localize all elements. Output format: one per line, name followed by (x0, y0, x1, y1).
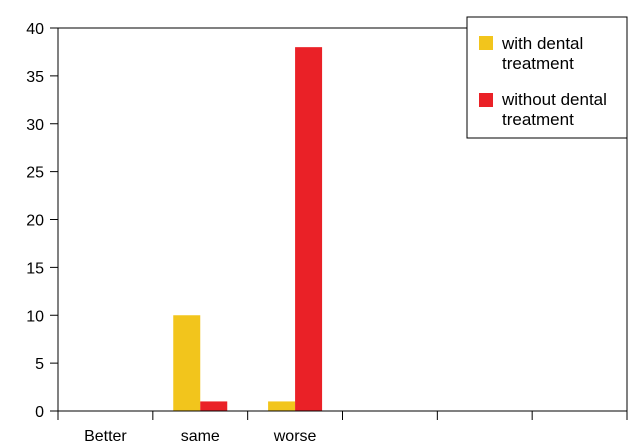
y-tick-label: 10 (26, 308, 44, 325)
y-axis: 0 5 10 15 20 25 30 35 40 (26, 21, 58, 421)
bar-with-dental-treatment-worse (268, 401, 296, 411)
legend-box (466, 16, 628, 139)
legend-label-without-dental-line1: without dental (501, 90, 607, 109)
bar-without-dental-treatment-worse (295, 47, 323, 412)
y-tick-label: 25 (26, 165, 44, 182)
x-category-label: same (181, 428, 220, 445)
bar-without-dental-treatment-same (200, 401, 228, 411)
legend-swatch-with-dental-treatment (479, 36, 493, 50)
y-tick-label: 0 (35, 404, 44, 421)
y-tick-label: 30 (26, 117, 44, 134)
bar-with-dental-treatment-same (173, 315, 201, 411)
legend-label-without-dental-line2: treatment (502, 110, 574, 129)
bars (173, 47, 323, 412)
x-category-label: Better (84, 428, 127, 445)
y-tick-label: 35 (26, 69, 44, 86)
legend-label-with-dental-line2: treatment (502, 54, 574, 73)
x-category-label: worse (273, 428, 317, 445)
y-tick-label: 15 (26, 260, 44, 277)
legend-label-with-dental-line1: with dental (501, 34, 583, 53)
y-tick-label: 40 (26, 21, 44, 38)
legend: with dental treatment without dental tre… (466, 16, 628, 139)
y-tick-label: 20 (26, 213, 44, 230)
x-axis: Better same worse (57, 410, 628, 445)
legend-swatch-without-dental-treatment (479, 93, 493, 107)
y-tick-label: 5 (35, 356, 44, 373)
